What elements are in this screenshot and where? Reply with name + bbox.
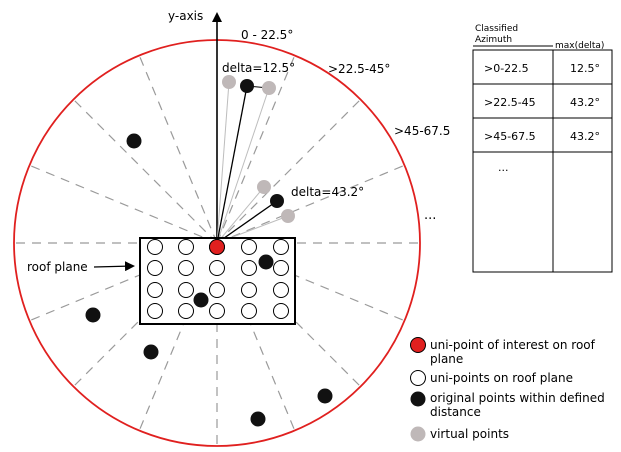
- virtual-point: [222, 75, 236, 89]
- legend-label-uni-point: uni-points on roof plane: [430, 371, 573, 385]
- table-cell-azimuth: >22.5-45: [484, 96, 536, 109]
- legend: uni-point of interest on roof plane uni-…: [410, 337, 605, 442]
- virtual-ray: [216, 186, 265, 244]
- original-point: [126, 133, 142, 149]
- uni-point: [147, 239, 163, 255]
- legend-symbol-original-point: [410, 391, 426, 407]
- uni-point: [178, 239, 194, 255]
- table-cell-delta: 12.5°: [570, 62, 600, 75]
- sector-line: [138, 55, 218, 244]
- virtual-points: [222, 75, 295, 223]
- uni-point: [273, 282, 289, 298]
- delta-label-b: delta=43.2°: [291, 185, 364, 199]
- original-point: [85, 307, 101, 323]
- virtual-ray: [216, 81, 230, 244]
- legend-symbol-uni-point: [410, 370, 426, 386]
- table-cell-azimuth: ...: [498, 161, 509, 174]
- table-rows: >0-22.5 12.5° >22.5-45 43.2° >45-67.5 43.2°..…: [473, 62, 612, 174]
- legend-label-original-line1: original points within defined: [430, 391, 605, 405]
- uni-point: [178, 303, 194, 319]
- uni-point: [273, 303, 289, 319]
- roof-plane-arrow: [93, 261, 135, 272]
- sector-line: [216, 55, 296, 244]
- table-title-line1: Classified: [475, 24, 518, 34]
- legend-label-virtual: virtual points: [430, 427, 509, 441]
- legend-label-original-line2: distance: [430, 405, 481, 419]
- original-point: [193, 292, 209, 308]
- uni-point: [209, 282, 225, 298]
- uni-point: [241, 260, 257, 276]
- table-title-line2: Azimuth: [475, 35, 512, 45]
- original-points: [85, 79, 333, 427]
- original-point: [258, 254, 274, 270]
- original-point: [240, 79, 254, 93]
- table-frame: [472, 49, 613, 273]
- sector-line: [29, 164, 218, 244]
- table-cell-azimuth: >45-67.5: [484, 130, 536, 143]
- original-ray: [216, 85, 248, 244]
- sector-label-0: 0 - 22.5°: [241, 28, 293, 42]
- sector-line: [73, 99, 218, 244]
- uni-point: [147, 260, 163, 276]
- azimuth-table: Classified Azimuth max(delta) >0-22.5 12.…: [472, 24, 613, 273]
- uni-point-grid: [147, 239, 289, 319]
- more-sectors-ellipsis: ...: [424, 208, 436, 223]
- uni-point: [273, 260, 289, 276]
- original-point: [250, 411, 266, 427]
- y-axis-label: y-axis: [168, 9, 203, 23]
- uni-point: [273, 239, 289, 255]
- sector-line: [216, 99, 361, 244]
- roof-plane-label: roof plane: [27, 260, 88, 274]
- virtual-ray: [216, 87, 270, 244]
- delta-label-a: delta=12.5°: [222, 61, 295, 75]
- uni-point: [241, 282, 257, 298]
- sector-line: [216, 164, 405, 244]
- original-ray: [216, 200, 278, 244]
- table-cell-azimuth: >0-22.5: [484, 62, 529, 75]
- table-cell-delta: 43.2°: [570, 130, 600, 143]
- uni-point: [241, 303, 257, 319]
- legend-symbol-virtual-point: [410, 426, 426, 442]
- original-point: [317, 388, 333, 404]
- legend-label-poi-line1: uni-point of interest on roof: [430, 338, 596, 352]
- uni-point: [241, 239, 257, 255]
- uni-point: [147, 282, 163, 298]
- original-point: [270, 194, 284, 208]
- uni-point: [209, 303, 225, 319]
- virtual-point: [281, 209, 295, 223]
- virtual-point: [257, 180, 271, 194]
- table-col2-header: max(delta): [555, 41, 604, 51]
- legend-label-poi-line2: plane: [430, 352, 463, 366]
- table-cell-delta: 43.2°: [570, 96, 600, 109]
- uni-point: [178, 282, 194, 298]
- virtual-point: [262, 81, 276, 95]
- rays: [216, 81, 289, 244]
- uni-point: [178, 260, 194, 276]
- sector-label-1: >22.5-45°: [328, 62, 390, 76]
- point-of-interest: [209, 239, 225, 255]
- sector-label-2: >45-67.5: [394, 124, 450, 138]
- original-point: [143, 344, 159, 360]
- uni-point: [147, 303, 163, 319]
- uni-point: [209, 260, 225, 276]
- legend-symbol-point-of-interest: [410, 337, 426, 353]
